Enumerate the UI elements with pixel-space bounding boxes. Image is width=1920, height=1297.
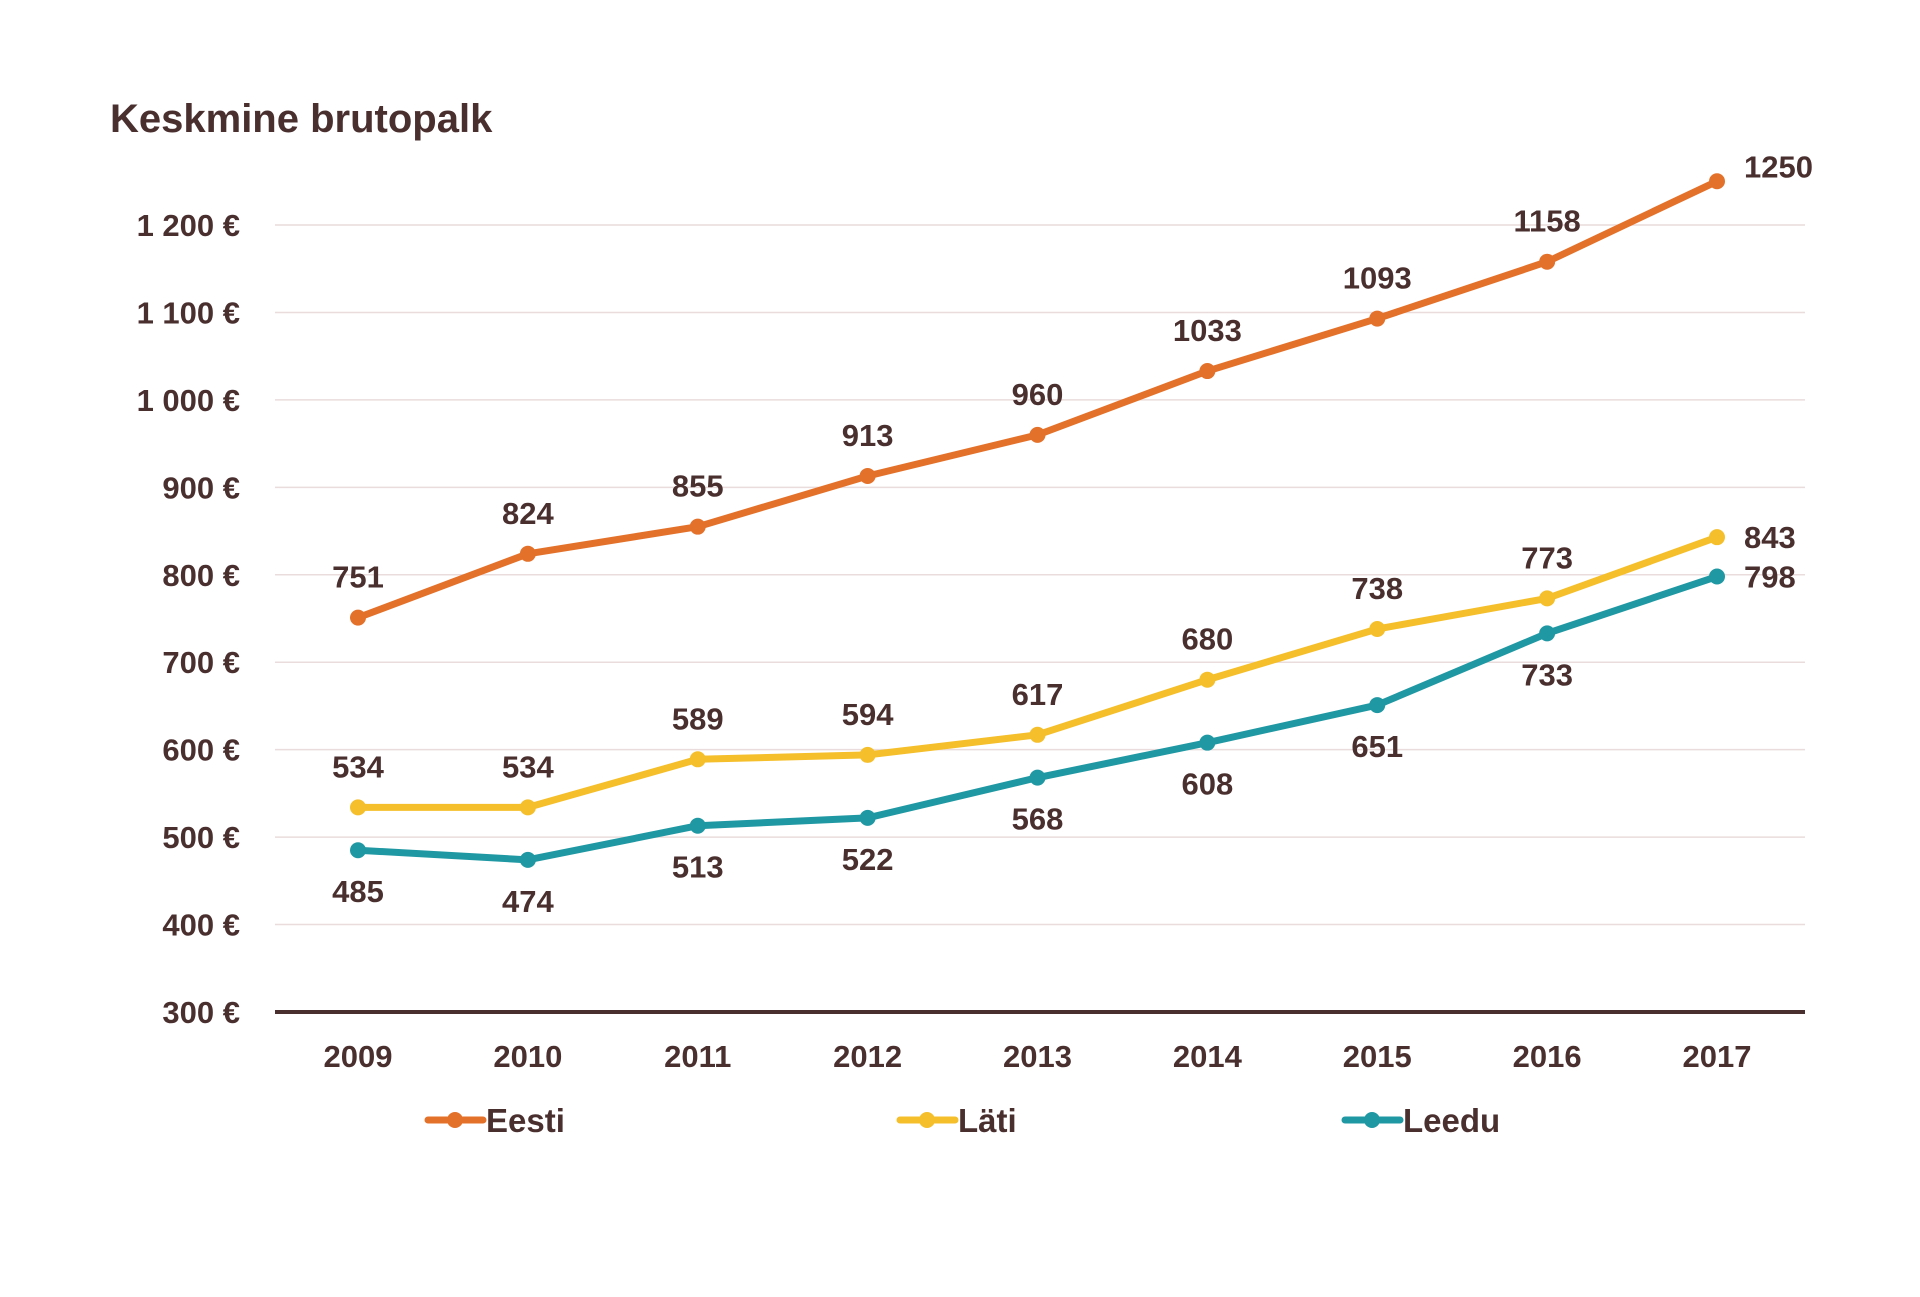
data-point <box>1709 568 1725 585</box>
data-point <box>519 545 536 562</box>
data-point <box>689 751 706 768</box>
data-point <box>1369 310 1386 327</box>
data-point <box>350 799 366 816</box>
y-axis-ticks: 300 € 400 € 500 € 600 € 700 € 800 € 900 € 1 000… <box>137 208 240 1030</box>
legend-label: Läti <box>958 1102 1017 1139</box>
y-tick-label: 300 € <box>162 995 240 1030</box>
y-tick-label: 400 € <box>162 908 240 943</box>
x-axis: 2009 2010 2011 2012 2013 2014 2015 2016 2017 <box>275 1010 1805 1074</box>
data-point <box>519 851 536 868</box>
data-label: 568 <box>1012 802 1064 837</box>
data-point <box>859 467 876 484</box>
x-tick-label: 2017 <box>1683 1039 1752 1074</box>
data-point <box>689 817 706 834</box>
data-point <box>1539 253 1556 270</box>
data-label: 960 <box>1012 377 1064 412</box>
x-tick-label: 2013 <box>1003 1039 1072 1074</box>
legend-label: Leedu <box>1403 1102 1500 1139</box>
data-label: 751 <box>332 560 384 595</box>
y-tick-label: 1 200 € <box>137 208 240 243</box>
y-tick-label: 500 € <box>162 820 240 855</box>
x-tick-label: 2014 <box>1173 1039 1243 1074</box>
data-label: 608 <box>1182 767 1234 802</box>
data-label: 824 <box>502 496 554 531</box>
data-label: 589 <box>672 701 724 736</box>
data-label: 855 <box>672 469 724 504</box>
legend: Eesti Läti Leedu <box>424 1102 1500 1139</box>
series-layer <box>350 173 1725 868</box>
data-label: 474 <box>502 884 554 919</box>
data-point <box>1199 734 1216 751</box>
y-tick-label: 800 € <box>162 558 240 593</box>
data-labels: 751 824 855 913 960 1033 1093 1158 1250 534 534 589… <box>332 149 1813 919</box>
data-point <box>519 799 536 816</box>
data-point <box>1199 363 1216 380</box>
data-point <box>689 518 706 535</box>
x-tick-label: 2015 <box>1343 1039 1412 1074</box>
data-label: 485 <box>332 874 384 909</box>
series-line-läti <box>354 533 1721 811</box>
data-point <box>1369 697 1386 714</box>
legend-swatch-marker <box>1364 1112 1380 1128</box>
data-point <box>1029 426 1046 443</box>
data-label: 733 <box>1521 657 1573 692</box>
data-point <box>1709 173 1725 190</box>
x-tick-label: 2011 <box>664 1039 731 1074</box>
data-point <box>350 842 366 859</box>
y-tick-label: 900 € <box>162 470 240 505</box>
x-tick-label: 2012 <box>833 1039 902 1074</box>
data-point <box>1199 671 1216 688</box>
data-label: 1093 <box>1343 261 1412 296</box>
data-label: 843 <box>1744 520 1796 555</box>
data-label: 594 <box>842 697 894 732</box>
y-tick-label: 700 € <box>162 645 240 680</box>
y-tick-label: 600 € <box>162 733 240 768</box>
x-tick-label: 2010 <box>493 1039 562 1074</box>
legend-swatch-marker <box>447 1112 463 1128</box>
x-tick-label: 2016 <box>1513 1039 1582 1074</box>
data-point <box>350 609 366 626</box>
data-label: 522 <box>842 842 894 877</box>
data-label: 1250 <box>1744 149 1813 184</box>
data-point <box>1539 625 1556 642</box>
data-label: 1158 <box>1513 204 1580 239</box>
data-point <box>1369 620 1386 637</box>
data-point <box>1029 769 1046 786</box>
data-label: 798 <box>1744 560 1796 595</box>
data-label: 738 <box>1351 571 1403 606</box>
data-label: 534 <box>332 749 384 784</box>
x-tick-label: 2009 <box>324 1039 393 1074</box>
y-tick-label: 1 000 € <box>137 383 240 418</box>
data-label: 913 <box>842 418 894 453</box>
data-point <box>859 746 876 763</box>
data-point <box>1709 529 1725 546</box>
chart-title: Keskmine brutopalk <box>110 97 493 141</box>
data-label: 617 <box>1012 677 1064 712</box>
legend-label: Eesti <box>486 1102 565 1139</box>
data-label: 1033 <box>1173 313 1242 348</box>
legend-swatch-marker <box>919 1112 935 1128</box>
data-point <box>859 809 876 826</box>
data-label: 534 <box>502 749 554 784</box>
data-point <box>1539 590 1556 607</box>
data-label: 513 <box>672 850 724 885</box>
y-tick-label: 1 100 € <box>137 295 240 330</box>
data-point <box>1029 726 1046 743</box>
data-label: 651 <box>1351 729 1403 764</box>
data-label: 773 <box>1521 540 1573 575</box>
data-label: 680 <box>1182 622 1234 657</box>
grid-layer <box>275 224 1805 926</box>
